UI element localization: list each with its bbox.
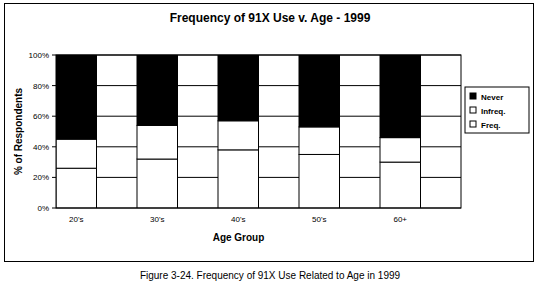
legend-swatch (470, 93, 476, 99)
chart: Frequency of 91X Use v. Age - 1999 0% 20% 4… (0, 0, 538, 289)
title: Frequency of 91X Use v. Age - 1999 (170, 11, 371, 25)
y-tick-label: 100% (29, 51, 49, 60)
x-tick-label: 40's (231, 215, 245, 224)
plot-frame (56, 55, 461, 208)
caption: Figure 3-24. Frequency of 91X Use Relate… (140, 270, 401, 281)
bar-segment (137, 55, 178, 125)
bar-segment (56, 168, 97, 208)
bars (56, 55, 421, 208)
chart-frame (5, 4, 534, 262)
y-axis-label: % of Respondents (13, 87, 24, 175)
y-tick-label: 20% (33, 173, 49, 182)
y-tick-label: 80% (33, 82, 49, 91)
tick-mark (52, 208, 56, 209)
legend-label: Freq. (481, 121, 501, 130)
bar-segment (299, 55, 340, 127)
legend-swatch (470, 121, 476, 127)
x-axis-label: Age Group (213, 232, 265, 243)
bar-segment (218, 121, 259, 150)
bar-segment (218, 55, 259, 121)
bar-segment (380, 138, 421, 162)
tick-mark (52, 116, 56, 117)
tick-mark (52, 85, 56, 86)
bar-segment (380, 55, 421, 138)
x-tick-label: 50's (312, 215, 326, 224)
y-tick-label: 40% (33, 143, 49, 152)
tick-mark (52, 177, 56, 178)
tick-mark (52, 146, 56, 147)
legend-swatch (470, 107, 476, 113)
grid (56, 55, 461, 208)
x-tick-label: 30's (150, 215, 164, 224)
x-tick-label: 20's (69, 215, 83, 224)
bar-segment (56, 139, 97, 168)
legend-label: Infreq. (481, 107, 505, 116)
bar-segment (56, 55, 97, 139)
tick-mark (52, 55, 56, 56)
bar-segment (137, 125, 178, 159)
x-tick-label: 60+ (393, 215, 407, 224)
bar-segment (380, 162, 421, 208)
legend-box (465, 87, 529, 133)
bar-segment (137, 159, 178, 208)
bar-segment (299, 154, 340, 208)
y-tick-label: 0% (37, 204, 49, 213)
legend-label: Never (481, 93, 503, 102)
y-tick-label: 60% (33, 112, 49, 121)
bar-segment (218, 150, 259, 208)
bar-segment (299, 127, 340, 155)
